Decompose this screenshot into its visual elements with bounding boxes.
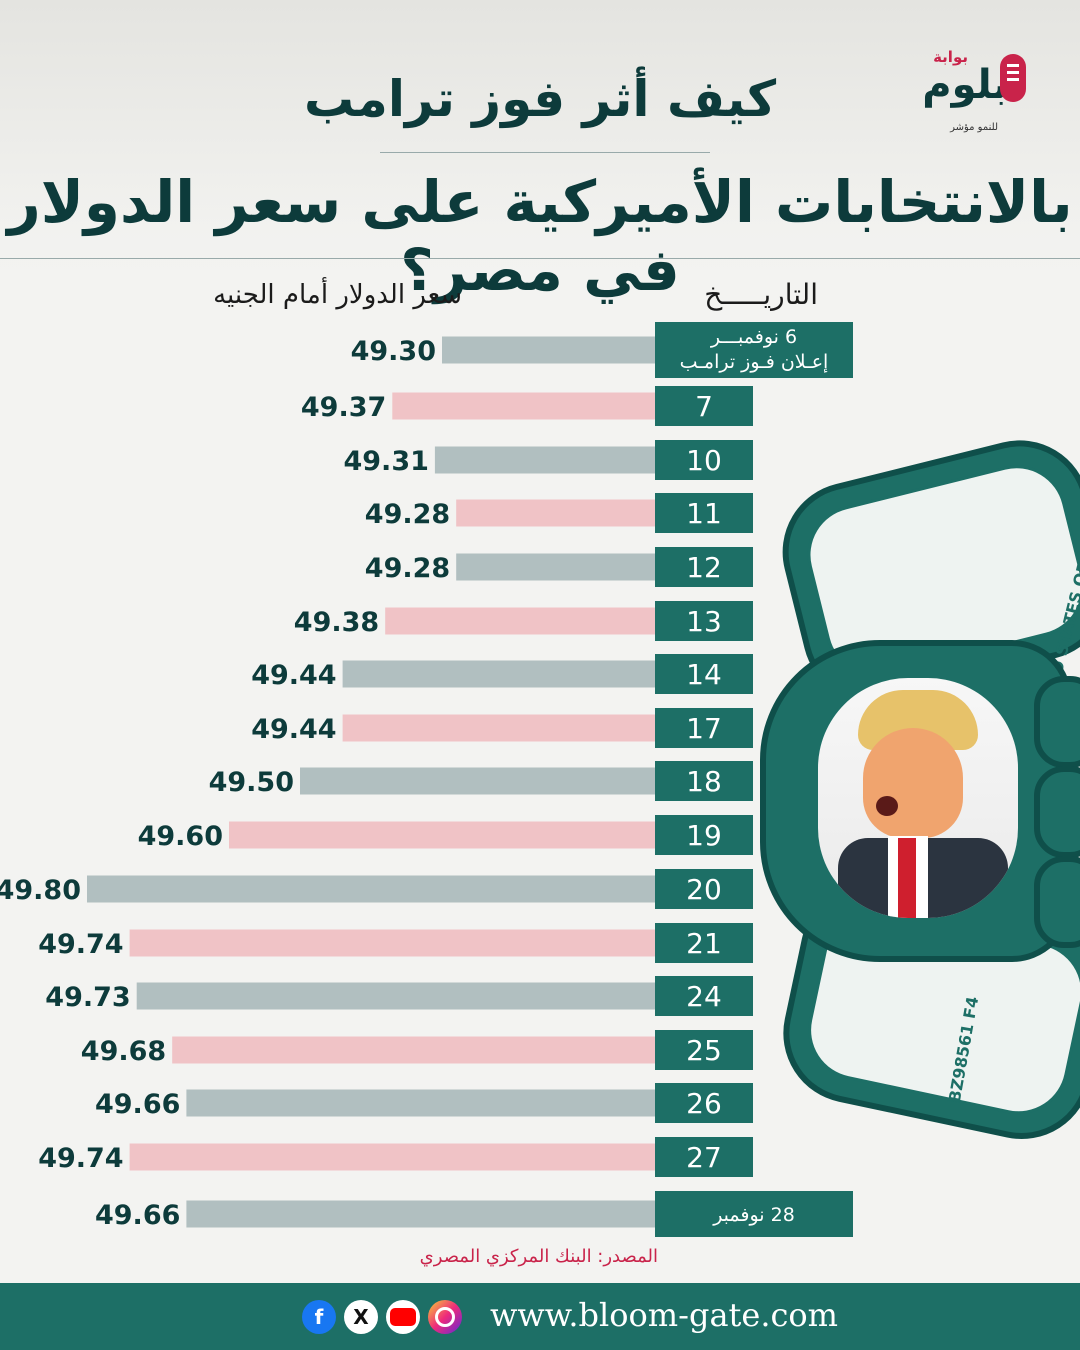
date-box-9 [655, 815, 753, 855]
date-label-8: 18 [686, 765, 722, 798]
trump-portrait [818, 678, 1018, 918]
date-box-16 [655, 1191, 853, 1237]
youtube-icon[interactable] [386, 1300, 420, 1334]
brand-logo: بوابة بلوم للنمو مؤشر [876, 48, 1026, 138]
value-label-4: 49.28 [365, 553, 450, 584]
value-label-12: 49.73 [45, 982, 130, 1013]
date-label-3: 11 [686, 497, 722, 530]
value-label-7: 49.44 [251, 714, 336, 745]
header-divider [0, 258, 1080, 259]
bar-2 [434, 446, 655, 474]
bar-13 [172, 1036, 655, 1064]
date-label-13: 25 [686, 1034, 722, 1067]
date-label-10: 20 [686, 873, 722, 906]
value-label-8: 49.50 [209, 767, 294, 798]
date-label-12: 24 [686, 980, 722, 1013]
date-box-5 [655, 601, 753, 641]
logo-top-text: بوابة [933, 48, 968, 66]
date-box-4 [655, 547, 753, 587]
bar-16 [186, 1200, 655, 1228]
value-label-3: 49.28 [365, 499, 450, 530]
title-divider [380, 152, 710, 153]
date-label-11: 21 [686, 927, 722, 960]
bar-15 [129, 1143, 656, 1171]
date-label-9: 19 [686, 819, 722, 852]
dollar-fist-illustration: THE UNITED STATES OF AMERICA B9856136R B… [760, 371, 1080, 1153]
date-label-14: 26 [686, 1087, 722, 1120]
bar-1 [392, 392, 655, 420]
date-box-1 [655, 386, 753, 426]
date-label-0-0: 6 نوفمبـــر [710, 326, 797, 348]
title-line-1: كيف أثر فوز ترامب [303, 70, 777, 128]
date-box-13 [655, 1030, 753, 1070]
date-box-11 [655, 923, 753, 963]
date-box-0 [655, 322, 853, 378]
value-label-1: 49.37 [301, 392, 386, 423]
date-label-7: 17 [686, 712, 722, 745]
bar-4 [456, 553, 655, 581]
value-label-13: 49.68 [81, 1036, 166, 1067]
source-note: المصدر: البنك المركزي المصري [419, 1246, 658, 1267]
bar-3 [456, 499, 655, 527]
value-label-15: 49.74 [38, 1143, 123, 1174]
date-label-1: 7 [695, 390, 713, 423]
website-url[interactable]: www.bloom-gate.com [490, 1296, 839, 1334]
bar-9 [229, 821, 655, 849]
bar-7 [342, 714, 655, 742]
value-label-2: 49.31 [343, 446, 428, 477]
bar-14 [186, 1089, 655, 1117]
title-line-2: بالانتخابات الأميركية على سعر الدولار في… [7, 168, 1073, 304]
bar-11 [129, 929, 656, 957]
date-label-2: 10 [686, 444, 722, 477]
x-icon[interactable]: X [344, 1300, 378, 1334]
bar-6 [342, 660, 655, 688]
date-box-12 [655, 976, 753, 1016]
value-label-5: 49.38 [294, 607, 379, 638]
price-column-header: سعر الدولار أمام الجنيه [213, 280, 462, 310]
value-label-14: 49.66 [95, 1089, 180, 1120]
value-label-9: 49.60 [138, 821, 223, 852]
value-label-6: 49.44 [251, 660, 336, 691]
logo-sub-text: للنمو مؤشر [950, 122, 998, 133]
value-label-16: 49.66 [95, 1200, 180, 1231]
logo-main-text: بلوم [922, 62, 1009, 108]
bar-0 [442, 336, 655, 364]
date-label-6: 14 [686, 658, 722, 691]
bar-5 [385, 607, 655, 635]
date-label-4: 12 [686, 551, 722, 584]
bar-12 [136, 982, 655, 1010]
value-label-0: 49.30 [351, 336, 436, 367]
date-box-14 [655, 1083, 753, 1123]
footer-bar [0, 1283, 1080, 1350]
date-box-3 [655, 493, 753, 533]
background-texture [0, 0, 1080, 300]
date-label-5: 13 [686, 605, 722, 638]
bar-chart: 49.30 6 نوفمبـــر إعـلان فـوز ترامـب 49.37 7… [0, 322, 853, 1237]
date-box-2 [655, 440, 753, 480]
value-label-11: 49.74 [38, 929, 123, 960]
date-label-0-1: إعـلان فـوز ترامـب [680, 351, 829, 374]
value-label-10: 49.80 [0, 875, 81, 906]
date-box-6 [655, 654, 753, 694]
date-box-8 [655, 761, 753, 801]
microphone-icon [1000, 54, 1026, 102]
date-box-10 [655, 869, 753, 909]
date-column-header: التاريـــــخ [704, 278, 818, 311]
facebook-icon[interactable]: f [302, 1300, 336, 1334]
date-box-15 [655, 1137, 753, 1177]
bar-10 [87, 875, 655, 903]
date-label-16: 28 نوفمبر [712, 1204, 795, 1226]
bar-8 [300, 767, 655, 795]
instagram-icon[interactable] [428, 1300, 462, 1334]
date-box-7 [655, 708, 753, 748]
date-label-15: 27 [686, 1141, 722, 1174]
